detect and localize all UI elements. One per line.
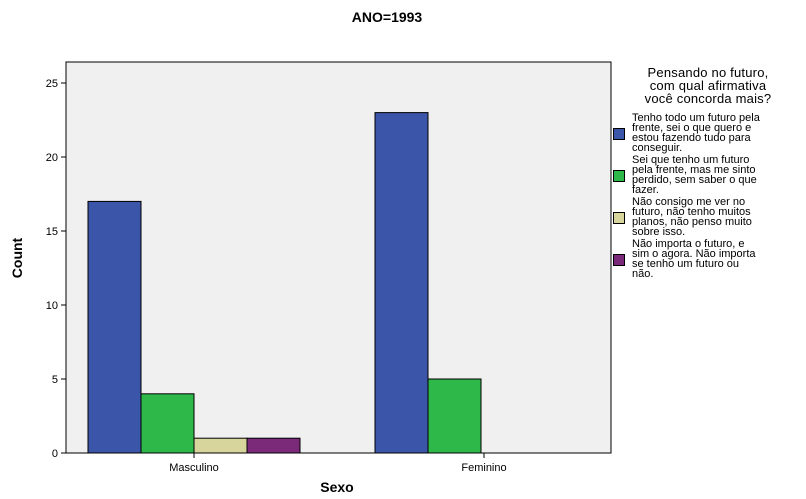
y-tick-label: 25 (46, 78, 58, 90)
bar (427, 378, 482, 454)
chart-title: ANO=1993 (352, 9, 423, 25)
bar (87, 200, 142, 454)
legend-item: Tenho todo um futuro pela frente, sei o … (613, 112, 803, 154)
x-tick-label: Masculino (169, 462, 219, 474)
legend-item: Sei que tenho um futuro pela frente, mas… (613, 154, 803, 196)
y-tick-label: 15 (46, 226, 58, 238)
legend-swatch (613, 254, 625, 266)
y-axis-label: Count (9, 237, 25, 278)
bar (140, 393, 195, 454)
legend-swatch (613, 170, 625, 182)
y-tick-label: 20 (46, 152, 58, 164)
y-tick-label: 10 (46, 300, 58, 312)
legend-swatch (613, 128, 625, 140)
bar (374, 112, 429, 454)
x-axis-label: Sexo (320, 479, 353, 495)
legend-label: Não importa o futuro, e sim o agora. Não… (632, 238, 756, 280)
legend-title: Pensando no futuro, com qual afirmativa … (644, 65, 772, 106)
y-axis: 0 5 10 15 20 25 (46, 78, 66, 460)
y-tick-label: 0 (52, 448, 58, 460)
x-axis: Masculino Feminino (169, 453, 507, 474)
legend-item: Não importa o futuro, e sim o agora. Não… (613, 238, 803, 280)
plot-area (65, 61, 612, 454)
bar (246, 437, 301, 454)
bar (193, 437, 248, 454)
bars-group (87, 112, 482, 454)
legend-label: Tenho todo um futuro pela frente, sei o … (632, 112, 760, 154)
x-tick-label: Feminino (461, 462, 506, 474)
legend-label: Sei que tenho um futuro pela frente, mas… (632, 154, 757, 196)
y-tick-label: 5 (52, 374, 58, 386)
legend: Pensando no futuro, com qual afirmativa … (613, 66, 803, 281)
legend-label: Não consigo me ver no futuro, não tenho … (632, 196, 752, 238)
legend-item: Não consigo me ver no futuro, não tenho … (613, 196, 803, 238)
legend-swatch (613, 212, 625, 224)
